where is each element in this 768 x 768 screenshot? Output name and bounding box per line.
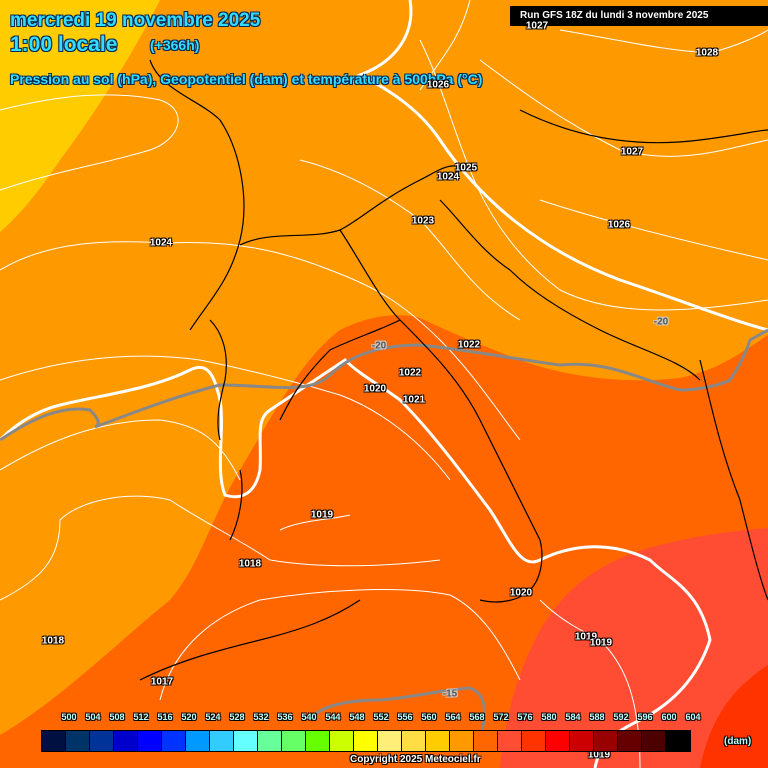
legend-value: 572	[493, 712, 509, 722]
isobar-label: 1019	[587, 749, 611, 761]
legend-value: 508	[109, 712, 125, 722]
legend-value: 524	[205, 712, 221, 722]
legend-swatch	[114, 731, 138, 751]
legend-value: 520	[181, 712, 197, 722]
legend-value: 568	[469, 712, 485, 722]
legend-swatch	[402, 731, 426, 751]
legend-swatch	[282, 731, 306, 751]
legend-value: 540	[301, 712, 317, 722]
legend-value: 556	[397, 712, 413, 722]
legend-value: 600	[661, 712, 677, 722]
geopotential-band-564	[700, 665, 768, 768]
legend-value: 536	[277, 712, 293, 722]
legend-value: 500	[61, 712, 77, 722]
geopotential-band-560	[500, 528, 768, 768]
legend-swatch	[210, 731, 234, 751]
legend-swatch	[474, 731, 498, 751]
legend-swatch	[306, 731, 330, 751]
parameter-title: Pression au sol (hPa), Geopotentiel (dam…	[10, 71, 483, 87]
legend-swatch	[354, 731, 378, 751]
legend-swatch	[570, 731, 594, 751]
isobar-label: 1021	[402, 394, 426, 406]
legend-swatch	[594, 731, 618, 751]
coastlines-borders	[139, 59, 768, 681]
legend-value: 580	[541, 712, 557, 722]
run-info: Run GFS 18Z du lundi 3 novembre 2025	[510, 6, 768, 26]
isobar-label: 1026	[426, 79, 450, 91]
legend-value: 560	[421, 712, 437, 722]
legend-swatch	[426, 731, 450, 751]
isobar-label: 1024	[149, 237, 173, 249]
legend-unit: (dam)	[724, 736, 752, 747]
isobar-label: 1019	[574, 631, 598, 643]
isobar-label: 1020	[509, 587, 533, 599]
isobar-label: 1028	[695, 47, 719, 59]
legend-value: 588	[589, 712, 605, 722]
legend-value: 596	[637, 712, 653, 722]
legend-value: 516	[157, 712, 173, 722]
forecast-date: mercredi 19 novembre 2025	[10, 10, 261, 31]
legend-swatch	[66, 731, 90, 751]
forecast-local-time: 1:00 locale	[10, 33, 118, 56]
legend-value: 576	[517, 712, 533, 722]
legend-swatch	[498, 731, 522, 751]
legend-swatch	[642, 731, 666, 751]
isobar-label: 1019	[589, 637, 613, 649]
legend-value: 528	[229, 712, 245, 722]
isobar-label: 1019	[310, 509, 334, 521]
legend-value: 544	[325, 712, 341, 722]
legend-value: 504	[85, 712, 101, 722]
isobar-label: 1026	[607, 219, 631, 231]
legend-value: 584	[565, 712, 581, 722]
legend-swatch	[234, 731, 258, 751]
isobar-label: 1022	[398, 367, 422, 379]
temperature-label: -20	[653, 316, 669, 328]
isobar-label: 1018	[41, 635, 65, 647]
legend-swatch	[186, 731, 210, 751]
legend-swatch	[450, 731, 474, 751]
legend-swatch	[546, 731, 570, 751]
legend-swatch	[618, 731, 642, 751]
isobar-label: 1022	[457, 339, 481, 351]
geopotential-band-548	[0, 0, 160, 232]
isobar-label: 1023	[411, 215, 435, 227]
legend-swatch	[378, 731, 402, 751]
temperature-label: -15	[442, 688, 458, 700]
copyright: Copyright 2025 Meteociel.fr	[350, 754, 481, 765]
isobar-label: 1020	[363, 383, 387, 395]
forecast-lead-time: (+366h)	[150, 37, 200, 53]
legend-swatch	[258, 731, 282, 751]
legend-value: 592	[613, 712, 629, 722]
temperature-label: -20	[371, 340, 387, 352]
legend-swatch	[42, 731, 66, 751]
legend-swatch	[90, 731, 114, 751]
legend-swatch	[330, 731, 354, 751]
legend-value: 564	[445, 712, 461, 722]
isobar-label: 1024	[436, 171, 460, 183]
temperature-isotherms	[0, 328, 768, 741]
isobar-label: 1017	[150, 676, 174, 688]
legend-swatch	[138, 731, 162, 751]
isobar-label: 1027	[525, 20, 549, 32]
legend-value: 512	[133, 712, 149, 722]
isobar-label: 1027	[620, 146, 644, 158]
legend-swatch	[162, 731, 186, 751]
isobar-label: 1018	[238, 558, 262, 570]
legend-swatch	[522, 731, 546, 751]
isobar-label: 1025	[454, 162, 478, 174]
legend-swatch	[666, 731, 690, 751]
legend-color-scale	[41, 730, 691, 752]
legend-value: 548	[349, 712, 365, 722]
legend-value: 552	[373, 712, 389, 722]
legend-value: 532	[253, 712, 269, 722]
legend-value: 604	[685, 712, 701, 722]
